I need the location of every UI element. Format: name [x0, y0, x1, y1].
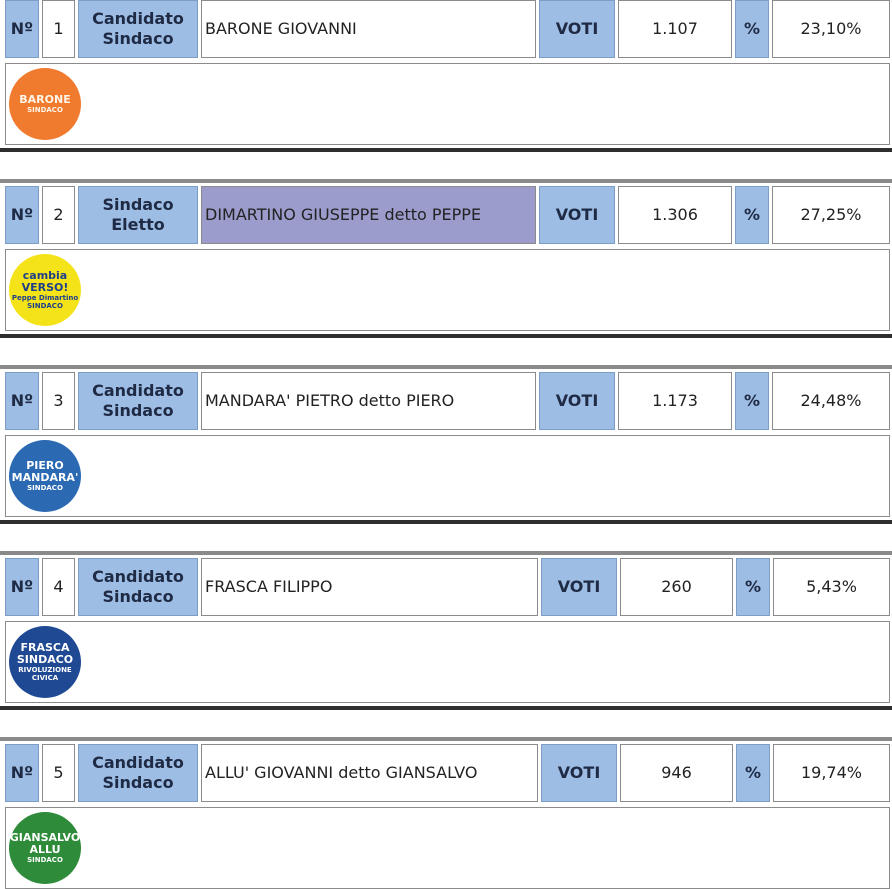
- candidate-role: Candidato Sindaco: [78, 372, 198, 430]
- logo-subtext: Peppe Dimartino SINDACO: [11, 294, 79, 310]
- candidate-role: Candidato Sindaco: [78, 744, 198, 802]
- allu-logo: GIANSALVO ALLU SINDACO: [9, 812, 81, 884]
- votes-value: 1.173: [618, 372, 732, 430]
- candidate-name: FRASCA FILIPPO: [201, 558, 538, 616]
- candidate-role: Candidato Sindaco: [78, 0, 198, 58]
- candidate-number: 5: [42, 744, 75, 802]
- frasca-logo: FRASCA SINDACO RIVOLUZIONE CIVICA: [9, 626, 81, 698]
- candidate-name: ALLU' GIOVANNI detto GIANSALVO: [201, 744, 538, 802]
- logo-subtext: SINDACO: [27, 106, 63, 114]
- separator-top: [0, 365, 892, 369]
- logo-subtext: SINDACO: [27, 856, 63, 864]
- separator-top: [0, 179, 892, 183]
- candidate-role: Candidato Sindaco: [78, 558, 198, 616]
- candidate-number: 1: [42, 0, 75, 58]
- number-header: Nº: [5, 372, 39, 430]
- logo-row: GIANSALVO ALLU SINDACO: [5, 807, 890, 889]
- number-header: Nº: [5, 186, 39, 244]
- separator-bottom: [0, 334, 892, 338]
- candidate-number: 4: [42, 558, 75, 616]
- percent-value: 23,10%: [772, 0, 890, 58]
- votes-value: 260: [620, 558, 733, 616]
- mandara-logo: PIERO MANDARA' SINDACO: [9, 440, 81, 512]
- candidate-role: Sindaco Eletto: [78, 186, 198, 244]
- number-header: Nº: [5, 558, 39, 616]
- logo-row: FRASCA SINDACO RIVOLUZIONE CIVICA: [5, 621, 890, 703]
- logo-text: cambia VERSO!: [21, 269, 69, 294]
- logo-subtext: SINDACO: [27, 484, 63, 492]
- number-header: Nº: [5, 0, 39, 58]
- logo-row: cambia VERSO! Peppe Dimartino SINDACO: [5, 249, 890, 331]
- logo-text: BARONE: [19, 93, 71, 106]
- candidate-name: MANDARA' PIETRO detto PIERO: [201, 372, 536, 430]
- votes-header: VOTI: [541, 558, 617, 616]
- candidate-number: 3: [42, 372, 75, 430]
- votes-value: 1.306: [618, 186, 732, 244]
- logo-subtext: RIVOLUZIONE CIVICA: [18, 666, 72, 682]
- percent-value: 19,74%: [773, 744, 890, 802]
- number-header: Nº: [5, 744, 39, 802]
- votes-header: VOTI: [541, 744, 617, 802]
- barone-logo: BARONE SINDACO: [9, 68, 81, 140]
- separator-bottom: [0, 520, 892, 524]
- percent-value: 27,25%: [772, 186, 890, 244]
- separator-top: [0, 737, 892, 741]
- votes-header: VOTI: [539, 186, 615, 244]
- candidate-name: BARONE GIOVANNI: [201, 0, 536, 58]
- candidate-name: DIMARTINO GIUSEPPE detto PEPPE: [201, 186, 536, 244]
- logo-row: PIERO MANDARA' SINDACO: [5, 435, 890, 517]
- percent-value: 24,48%: [772, 372, 890, 430]
- separator-top: [0, 551, 892, 555]
- votes-value: 946: [620, 744, 733, 802]
- candidate-number: 2: [42, 186, 75, 244]
- votes-header: VOTI: [539, 372, 615, 430]
- percent-header: %: [736, 744, 770, 802]
- separator-bottom: [0, 706, 892, 710]
- logo-row: BARONE SINDACO: [5, 63, 890, 145]
- logo-text: FRASCA SINDACO: [16, 641, 74, 666]
- percent-header: %: [736, 558, 770, 616]
- percent-header: %: [735, 0, 769, 58]
- percent-value: 5,43%: [773, 558, 890, 616]
- logo-text: GIANSALVO ALLU: [9, 831, 81, 856]
- votes-header: VOTI: [539, 0, 615, 58]
- cambia-verso-logo: cambia VERSO! Peppe Dimartino SINDACO: [9, 254, 81, 326]
- percent-header: %: [735, 372, 769, 430]
- separator-bottom: [0, 148, 892, 152]
- logo-text: PIERO MANDARA': [11, 459, 79, 484]
- percent-header: %: [735, 186, 769, 244]
- votes-value: 1.107: [618, 0, 732, 58]
